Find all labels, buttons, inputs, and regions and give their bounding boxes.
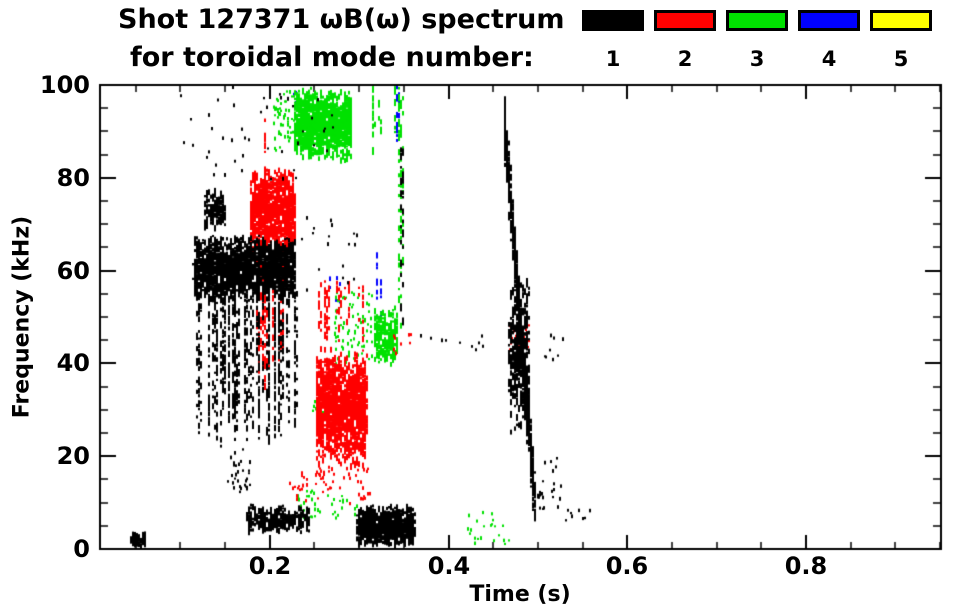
chart-title: Shot 127371 ωB(ω) spectrum (118, 4, 565, 35)
ytick-label-100: 100 (39, 71, 90, 99)
legend-number-5: 5 (893, 47, 909, 71)
x-axis-label: Time (s) (469, 582, 571, 607)
legend-swatch-n5 (870, 10, 932, 31)
legend-swatch-n2 (654, 10, 716, 31)
legend-swatch-n3 (726, 10, 788, 31)
xtick-label-0-6: 0.6 (605, 552, 649, 580)
xtick-label-0-2: 0.2 (248, 552, 292, 580)
chart-subtitle: for toroidal mode number: (130, 42, 534, 73)
ytick-label-40: 40 (56, 349, 90, 377)
ytick-label-60: 60 (56, 257, 90, 285)
ytick-label-0: 0 (73, 535, 90, 563)
legend-number-1: 1 (605, 47, 621, 71)
legend-swatch-n4 (798, 10, 860, 31)
legend-number-2: 2 (677, 47, 693, 71)
ytick-label-20: 20 (56, 442, 90, 470)
legend-swatch-n1 (582, 10, 644, 31)
legend-number-4: 4 (821, 47, 837, 71)
legend-number-3: 3 (749, 47, 765, 71)
ytick-label-80: 80 (56, 164, 90, 192)
xtick-label-0-8: 0.8 (784, 552, 828, 580)
xtick-label-0-4: 0.4 (427, 552, 471, 580)
y-axis-label: Frequency (kHz) (9, 215, 35, 419)
